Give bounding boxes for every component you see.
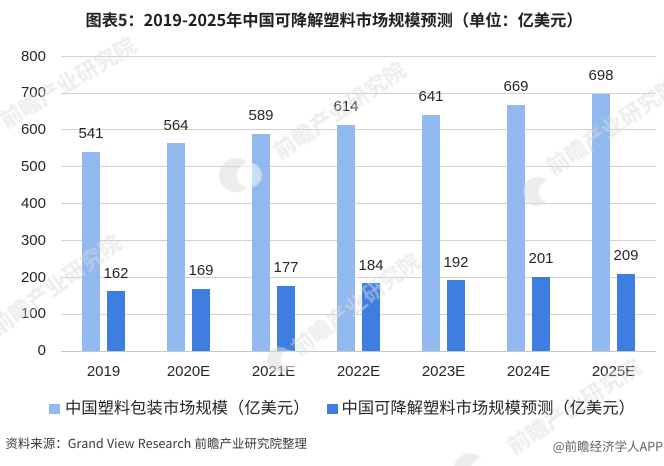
brand-note: @前瞻经济学人APP: [550, 440, 663, 454]
gridline: [61, 276, 656, 278]
bar-value-label: 564: [163, 116, 189, 134]
x-axis-label: 2023E: [421, 363, 466, 381]
bar-degradable-plastic-2025e: [616, 274, 636, 351]
y-axis-label: 600: [20, 121, 46, 139]
x-axis-label: 2024E: [506, 363, 551, 381]
source-note: 资料来源：Grand View Research 前瞻产业研究院整理: [5, 437, 306, 451]
bar-value-label: 669: [503, 77, 529, 95]
bar-value-label: 589: [248, 107, 274, 125]
bar-plastic-packaging-2021e: [251, 134, 271, 351]
bar-plastic-packaging-2023e: [421, 114, 441, 351]
gridline: [61, 313, 656, 315]
bar-value-label: 698: [588, 67, 614, 85]
bar-value-label: 541: [78, 125, 104, 142]
y-axis-label: 300: [20, 231, 46, 249]
bar-degradable-plastic-2021e: [276, 285, 296, 351]
y-axis-label: 800: [20, 47, 46, 65]
bar-value-label: 614: [333, 98, 359, 116]
bar-plastic-packaging-2025e: [591, 93, 611, 351]
bar-degradable-plastic-2023e: [446, 280, 466, 351]
bar-value-label: 192: [443, 253, 469, 271]
bar-plastic-packaging-2020e: [166, 143, 186, 351]
bar-value-label: 162: [103, 264, 129, 282]
watermark-unit: [523, 74, 664, 207]
bar-value-label: 209: [613, 247, 639, 265]
watermark-logo-icon: [453, 453, 494, 466]
y-axis-label: 400: [20, 194, 46, 212]
gridline: [61, 55, 656, 57]
bar-degradable-plastic-2020e: [191, 288, 211, 351]
bar-value-label: 177: [273, 259, 299, 277]
gridline: [61, 166, 656, 168]
x-axis-label: 2022E: [336, 363, 381, 381]
legend-label-degradable-plastic: 中国可降解塑料市场规模预测（亿美元）: [343, 400, 636, 418]
bar-degradable-plastic-2022e: [361, 283, 381, 351]
y-axis-label: 700: [20, 84, 46, 102]
gridline: [61, 92, 656, 94]
legend-swatch-plastic-packaging: [49, 403, 60, 414]
chart-title: 图表5：2019-2025年中国可降解塑料市场规模预测（单位：亿美元）: [0, 9, 664, 29]
legend-swatch-degradable-plastic: [327, 403, 338, 414]
y-axis-label: 200: [20, 268, 46, 286]
x-axis-label: 2019: [86, 363, 121, 381]
bar-plastic-packaging-2019: [81, 151, 101, 351]
gridline: [61, 203, 656, 205]
bar-degradable-plastic-2024e: [531, 276, 551, 351]
gridline: [61, 350, 656, 352]
bar-value-label: 201: [528, 250, 554, 268]
bar-value-label: 184: [358, 256, 384, 274]
y-axis-label: 100: [20, 305, 46, 323]
y-axis-label: 0: [37, 342, 46, 360]
x-axis-label: 2021E: [251, 363, 296, 381]
gridline: [61, 129, 656, 131]
bar-value-label: 641: [418, 88, 444, 106]
bar-plastic-packaging-2022e: [336, 124, 356, 351]
gridline: [61, 239, 656, 241]
y-axis-label: 500: [20, 158, 46, 175]
x-axis-label: 2025E: [591, 363, 636, 381]
bar-value-label: 169: [188, 262, 214, 280]
watermark-unit: [218, 58, 409, 193]
bar-plastic-packaging-2024e: [506, 104, 526, 351]
legend-label-plastic-packaging: 中国塑料包装市场规模（亿美元）: [65, 400, 309, 418]
x-axis-label: 2020E: [166, 363, 211, 381]
bar-degradable-plastic-2019: [106, 291, 126, 351]
